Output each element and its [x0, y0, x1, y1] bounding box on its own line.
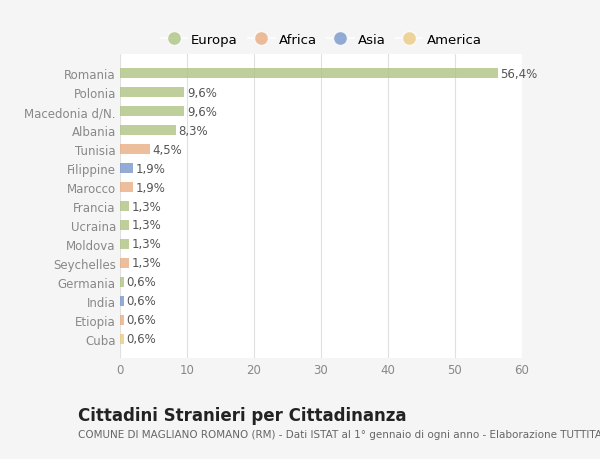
Bar: [120, 334, 124, 344]
Text: 1,9%: 1,9%: [136, 181, 165, 194]
Text: 1,3%: 1,3%: [131, 200, 161, 213]
Text: 1,3%: 1,3%: [131, 238, 161, 251]
Text: 1,3%: 1,3%: [131, 219, 161, 232]
Bar: [120, 277, 124, 287]
Bar: [120, 69, 498, 79]
Bar: [120, 220, 129, 231]
Bar: [120, 239, 129, 250]
Text: 56,4%: 56,4%: [500, 67, 538, 80]
Text: 9,6%: 9,6%: [187, 106, 217, 118]
Text: 1,9%: 1,9%: [136, 162, 165, 175]
Bar: [120, 296, 124, 307]
Text: 0,6%: 0,6%: [127, 295, 157, 308]
Bar: [120, 145, 150, 155]
Bar: [120, 182, 133, 193]
Text: 4,5%: 4,5%: [153, 143, 182, 156]
Bar: [120, 202, 129, 212]
Bar: [120, 106, 184, 117]
Text: 0,6%: 0,6%: [127, 276, 157, 289]
Text: 8,3%: 8,3%: [178, 124, 208, 137]
Bar: [120, 126, 176, 136]
Legend: Europa, Africa, Asia, America: Europa, Africa, Asia, America: [158, 31, 484, 50]
Text: 1,3%: 1,3%: [131, 257, 161, 270]
Bar: [120, 163, 133, 174]
Text: 9,6%: 9,6%: [187, 86, 217, 100]
Bar: [120, 258, 129, 269]
Bar: [120, 88, 184, 98]
Text: Cittadini Stranieri per Cittadinanza: Cittadini Stranieri per Cittadinanza: [78, 406, 407, 424]
Bar: [120, 315, 124, 325]
Text: 0,6%: 0,6%: [127, 333, 157, 346]
Text: COMUNE DI MAGLIANO ROMANO (RM) - Dati ISTAT al 1° gennaio di ogni anno - Elabora: COMUNE DI MAGLIANO ROMANO (RM) - Dati IS…: [78, 429, 600, 439]
Text: 0,6%: 0,6%: [127, 313, 157, 327]
